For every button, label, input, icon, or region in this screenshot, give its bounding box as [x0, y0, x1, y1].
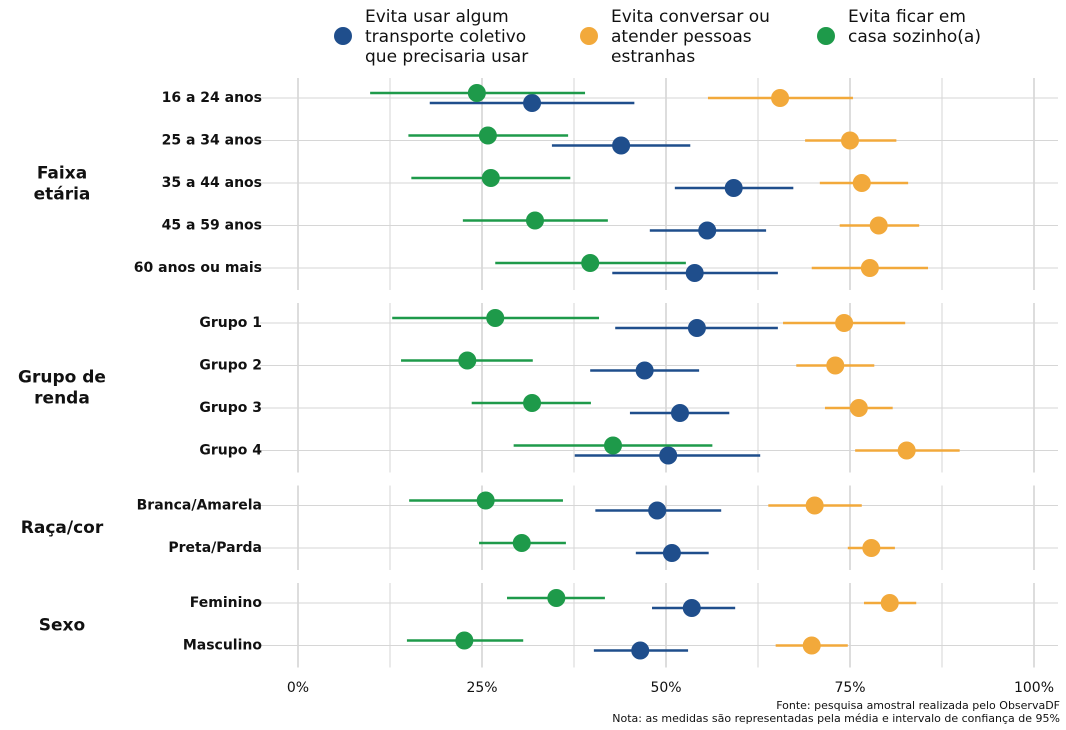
- x-tick-label: 75%: [834, 680, 865, 696]
- legend-label: estranhas: [611, 47, 695, 67]
- point: [612, 136, 631, 155]
- point: [525, 211, 544, 230]
- point: [481, 169, 500, 187]
- group-label: renda: [34, 388, 90, 408]
- y-tick-label: 60 anos ou mais: [134, 260, 262, 276]
- panel: [260, 78, 1058, 290]
- point: [486, 309, 505, 327]
- panel: [260, 583, 1058, 668]
- point: [523, 94, 542, 112]
- y-tick-label: 35 a 44 anos: [162, 175, 262, 191]
- x-tick-label: 50%: [650, 680, 681, 696]
- point: [687, 319, 706, 337]
- y-tick-label: Grupo 1: [199, 315, 262, 331]
- point: [467, 84, 486, 102]
- point: [841, 131, 859, 150]
- point: [698, 221, 717, 240]
- point: [724, 179, 743, 197]
- group-label: Raça/cor: [21, 518, 104, 538]
- x-tick-label: 0%: [287, 680, 309, 696]
- point: [476, 491, 495, 510]
- point: [869, 216, 888, 235]
- legend-marker: [334, 27, 352, 45]
- point: [852, 174, 871, 192]
- point: [547, 589, 566, 607]
- legend-label: que precisaria usar: [365, 47, 528, 67]
- point: [670, 404, 689, 422]
- y-tick-label: 25 a 34 anos: [162, 133, 262, 149]
- y-tick-label: Masculino: [183, 638, 263, 654]
- point: [860, 259, 879, 277]
- point: [458, 351, 477, 370]
- point: [826, 356, 845, 375]
- note: Fonte: pesquisa amostral realizada pelo …: [776, 699, 1060, 712]
- y-tick-label: Grupo 2: [199, 358, 262, 374]
- point: [897, 441, 916, 460]
- point: [455, 631, 474, 650]
- y-tick-label: 16 a 24 anos: [162, 90, 262, 106]
- point: [771, 89, 790, 107]
- x-tick-label: 100%: [1014, 680, 1054, 696]
- point: [802, 636, 821, 655]
- point: [648, 501, 667, 520]
- point: [805, 496, 824, 515]
- legend-label: Evita usar algum: [365, 7, 509, 27]
- point: [631, 641, 650, 660]
- point: [512, 534, 531, 552]
- group-label: Grupo de: [18, 367, 106, 387]
- point: [581, 254, 600, 272]
- legend-label: Evita ficar em: [848, 7, 966, 27]
- point: [849, 399, 868, 417]
- point: [478, 126, 497, 145]
- group-label: Faixa: [37, 164, 87, 184]
- note: Nota: as medidas são representadas pela …: [612, 712, 1060, 725]
- y-tick-label: Preta/Parda: [168, 540, 262, 556]
- legend-marker: [817, 27, 835, 45]
- point: [523, 394, 542, 412]
- point: [685, 264, 704, 282]
- point: [835, 314, 854, 332]
- legend-marker: [580, 27, 598, 45]
- point: [880, 594, 899, 612]
- point: [659, 446, 678, 465]
- point: [662, 544, 681, 562]
- legend-label: casa sozinho(a): [848, 27, 981, 47]
- point: [682, 599, 701, 617]
- x-tick-label: 25%: [466, 680, 497, 696]
- group-label: etária: [34, 185, 91, 205]
- panel: [260, 485, 1058, 570]
- y-tick-label: 45 a 59 anos: [162, 218, 262, 234]
- point: [635, 361, 654, 380]
- point: [862, 539, 881, 557]
- legend-label: Evita conversar ou: [611, 7, 770, 27]
- group-label: Sexo: [39, 615, 85, 635]
- point: [604, 436, 623, 455]
- y-tick-label: Grupo 4: [199, 443, 262, 459]
- legend-label: transporte coletivo: [365, 27, 526, 47]
- y-tick-label: Branca/Amarela: [137, 498, 262, 514]
- y-tick-label: Grupo 3: [199, 400, 262, 416]
- y-tick-label: Feminino: [190, 595, 263, 611]
- legend-label: atender pessoas: [611, 27, 752, 47]
